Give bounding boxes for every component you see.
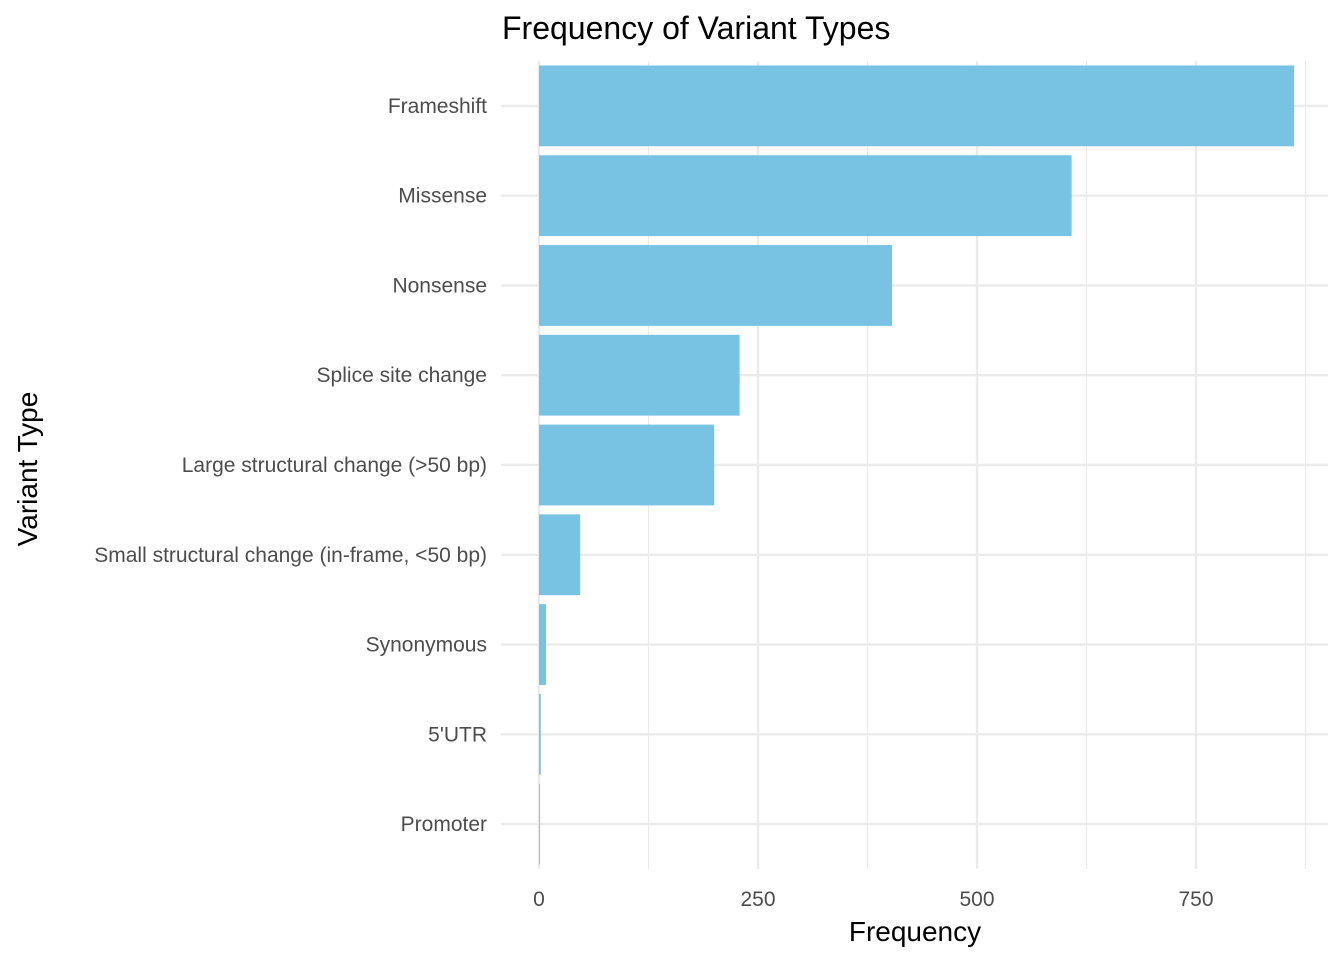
- y-axis-title: Variant Type: [12, 392, 43, 547]
- x-axis-tick-labels: 0 250 500 750: [533, 888, 1213, 911]
- bar-splice-site-change: [539, 334, 740, 416]
- y-tick-label-synonymous: Synonymous: [366, 634, 487, 657]
- y-tick-label-missense: Missense: [398, 185, 487, 208]
- y-tick-label-large-structural-change-50-bp: Large structural change (>50 bp): [182, 454, 487, 477]
- bar-synonymous: [539, 604, 547, 685]
- y-tick-label-promoter: Promoter: [401, 813, 487, 836]
- bar-large-structural-change-50-bp: [539, 424, 715, 506]
- bar-small-structural-change-in-frame-50-bp: [539, 514, 581, 596]
- bar-frameshift: [539, 65, 1295, 147]
- y-tick-label-frameshift: Frameshift: [388, 95, 487, 118]
- y-tick-label-nonsense: Nonsense: [392, 274, 487, 297]
- bar-missense: [539, 155, 1072, 237]
- chart-title: Frequency of Variant Types: [502, 10, 890, 46]
- y-tick-label-splice-site-change: Splice site change: [317, 364, 487, 387]
- x-tick-label-500: 500: [959, 888, 994, 911]
- x-tick-label-0: 0: [533, 888, 545, 911]
- bar-nonsense: [539, 245, 893, 326]
- bars: [539, 65, 1295, 865]
- x-tick-label-750: 750: [1178, 888, 1213, 911]
- y-tick-label-small-structural-change-in-frame-50-bp: Small structural change (in-frame, <50 b…: [94, 544, 487, 567]
- y-tick-label-5-utr: 5'UTR: [428, 723, 487, 746]
- bar-5-utr: [539, 693, 541, 775]
- y-axis-tick-labels: Frameshift Missense Nonsense Splice site ch…: [94, 95, 487, 836]
- x-axis-title: Frequency: [849, 916, 981, 947]
- x-tick-label-250: 250: [740, 888, 775, 911]
- bar-promoter: [539, 783, 540, 865]
